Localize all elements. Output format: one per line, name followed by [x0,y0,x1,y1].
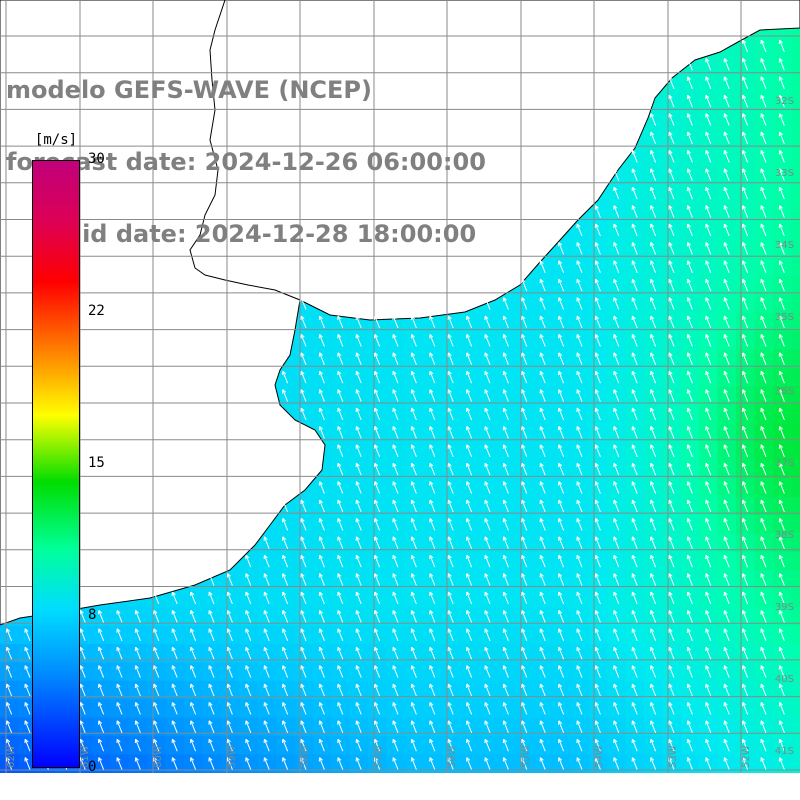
wind-speed-cell [791,165,800,185]
wind-speed-cell [791,184,800,203]
wind-speed-cell [791,607,800,627]
wind-speed-cell [791,441,800,461]
wind-speed-cell [791,73,800,93]
colorbar-tick-0: 0 [88,759,97,775]
lat-label-39s: 39S [774,602,794,613]
lat-label-32s: 32S [774,96,794,107]
wind-speed-cell [791,128,800,148]
wind-speed-cell [791,368,800,387]
lon-label-62w: 62W [6,745,17,768]
wind-speed-cell [791,423,800,443]
lon-label-55w: 55W [521,745,532,768]
wind-speed-cell [791,276,800,295]
wind-speed-cell [791,588,800,608]
lon-label-56w: 56W [447,745,458,768]
wind-speed-cell [791,294,800,314]
colorbar-tick-8: 8 [88,607,97,623]
wind-speed-cell [791,496,800,516]
lon-label-60w: 60W [153,745,164,768]
wind-speed-cell [791,478,800,498]
model-title: modelo GEFS-WAVE (NCEP) [6,76,372,104]
lat-label-41s: 41S [774,746,794,757]
wind-speed-cell [791,257,800,277]
wind-speed-cell [791,92,800,111]
lon-label-59w: 59W [227,745,238,768]
wind-speed-cell [791,460,800,479]
lat-label-38s: 38S [774,530,794,541]
wind-speed-cell [791,699,800,719]
wind-speed-cell [791,239,800,259]
wind-speed-cell [791,533,800,553]
lon-label-54w: 54W [594,745,605,768]
lat-label-37s: 37S [774,458,794,469]
wind-speed-cell [791,552,800,571]
wind-speed-cell [791,147,800,167]
wind-speed-cell [791,220,800,240]
lat-label-35s: 35S [774,312,794,323]
wind-speed-cell [791,386,800,406]
colorbar [32,160,80,768]
lat-label-36s: 36S [774,386,794,397]
wind-map: 32S 33S 34S 35S 36S 37S 38S 39S 40S 41S … [0,0,800,773]
lat-label-33s: 33S [774,168,794,179]
lat-label-40s: 40S [774,674,794,685]
wind-speed-cell [791,570,800,590]
wind-speed-cell [791,312,800,332]
colorbar-tick-30: 30 [88,151,105,167]
lat-label-34s: 34S [774,240,794,251]
wind-speed-cell [791,110,800,130]
colorbar-tick-15: 15 [88,455,105,471]
wind-speed-cell [791,36,800,56]
lon-label-52w: 52W [741,745,752,768]
colorbar-tick-22: 22 [88,303,105,319]
colorbar-unit: [m/s] [34,132,78,148]
wind-speed-cell [791,202,800,222]
wind-speed-cell [791,55,800,75]
wind-field-plot [0,0,800,773]
lon-label-57w: 57W [374,745,385,768]
lon-label-53w: 53W [668,745,679,768]
wind-speed-cell [791,331,800,351]
wind-speed-cell [791,515,800,535]
wind-speed-cell [791,349,800,369]
wind-speed-cell [791,404,800,424]
wind-speed-cell [791,625,800,645]
lon-label-58w: 58W [300,745,311,768]
